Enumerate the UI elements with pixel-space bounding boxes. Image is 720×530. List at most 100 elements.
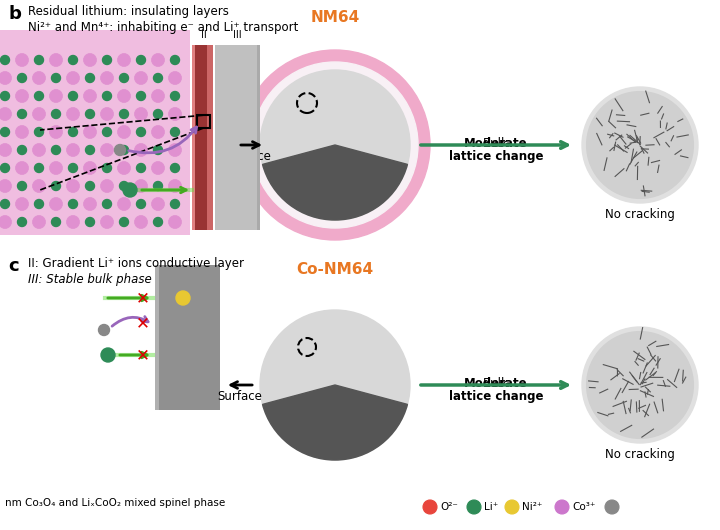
Text: II: Gradient Li⁺ ions conductive layer: II: Gradient Li⁺ ions conductive layer: [28, 257, 244, 270]
Text: c: c: [8, 257, 19, 275]
Circle shape: [101, 144, 114, 156]
Circle shape: [168, 72, 181, 84]
Circle shape: [84, 90, 96, 102]
Circle shape: [17, 181, 27, 190]
Circle shape: [117, 54, 130, 66]
Circle shape: [123, 183, 137, 197]
Circle shape: [101, 108, 114, 120]
Circle shape: [120, 110, 128, 119]
Circle shape: [68, 56, 78, 65]
Text: Bulk: Bulk: [483, 137, 509, 150]
Circle shape: [35, 56, 43, 65]
Circle shape: [50, 126, 63, 138]
Circle shape: [99, 324, 109, 335]
Circle shape: [120, 146, 128, 155]
Circle shape: [101, 348, 115, 362]
Circle shape: [68, 199, 78, 208]
Circle shape: [505, 500, 519, 514]
Circle shape: [137, 128, 145, 137]
Circle shape: [587, 92, 693, 198]
Text: Li⁺: Li⁺: [484, 502, 498, 512]
Text: Co-NM64: Co-NM64: [297, 262, 374, 277]
Text: O²⁻: O²⁻: [440, 502, 458, 512]
Circle shape: [0, 216, 12, 228]
Text: Bulk: Bulk: [483, 377, 509, 390]
Circle shape: [84, 126, 96, 138]
Text: Co³⁺: Co³⁺: [572, 502, 595, 512]
Text: Ni²⁺ and Mn⁴⁺: inhabiting e⁻ and Li⁺ transport: Ni²⁺ and Mn⁴⁺: inhabiting e⁻ and Li⁺ tra…: [28, 21, 298, 34]
Circle shape: [168, 108, 181, 120]
Circle shape: [102, 92, 112, 101]
Circle shape: [240, 50, 430, 240]
Circle shape: [32, 180, 45, 192]
Circle shape: [1, 56, 9, 65]
Circle shape: [0, 144, 12, 156]
Circle shape: [153, 146, 163, 155]
Circle shape: [582, 87, 698, 203]
Circle shape: [66, 72, 79, 84]
Wedge shape: [263, 385, 408, 460]
Circle shape: [151, 54, 164, 66]
Circle shape: [0, 72, 12, 84]
Circle shape: [17, 74, 27, 83]
Circle shape: [153, 110, 163, 119]
Circle shape: [171, 128, 179, 137]
Text: ✕: ✕: [136, 289, 150, 307]
Circle shape: [135, 144, 148, 156]
Circle shape: [101, 216, 114, 228]
Circle shape: [52, 181, 60, 190]
Circle shape: [68, 128, 78, 137]
Circle shape: [168, 180, 181, 192]
Text: Surface: Surface: [217, 390, 262, 403]
Circle shape: [32, 72, 45, 84]
Circle shape: [16, 90, 29, 102]
Circle shape: [17, 146, 27, 155]
Circle shape: [1, 128, 9, 137]
Text: lattice change: lattice change: [449, 150, 544, 163]
Circle shape: [135, 180, 148, 192]
Wedge shape: [263, 145, 408, 220]
Circle shape: [114, 145, 125, 155]
Circle shape: [32, 216, 45, 228]
Circle shape: [35, 92, 43, 101]
Bar: [257, 45, 260, 230]
Circle shape: [117, 90, 130, 102]
Circle shape: [151, 90, 164, 102]
Circle shape: [66, 108, 79, 120]
Circle shape: [102, 56, 112, 65]
Circle shape: [1, 163, 9, 172]
Circle shape: [86, 217, 94, 226]
Circle shape: [120, 181, 128, 190]
Circle shape: [168, 144, 181, 156]
Circle shape: [137, 56, 145, 65]
Circle shape: [101, 180, 114, 192]
Text: Moderate: Moderate: [464, 377, 528, 390]
Circle shape: [137, 199, 145, 208]
Text: Residual lithium: insulating layers: Residual lithium: insulating layers: [28, 5, 229, 18]
Circle shape: [52, 74, 60, 83]
Circle shape: [171, 199, 179, 208]
Circle shape: [137, 163, 145, 172]
Circle shape: [86, 181, 94, 190]
Circle shape: [151, 126, 164, 138]
Text: III: III: [233, 30, 241, 40]
Circle shape: [176, 291, 190, 305]
Circle shape: [0, 180, 12, 192]
Bar: [155, 265, 159, 410]
Text: ✕: ✕: [136, 314, 150, 332]
Text: lattice change: lattice change: [449, 390, 544, 403]
Circle shape: [66, 144, 79, 156]
Circle shape: [171, 163, 179, 172]
Circle shape: [68, 92, 78, 101]
Circle shape: [101, 72, 114, 84]
Circle shape: [35, 163, 43, 172]
Circle shape: [260, 70, 410, 220]
Bar: [192, 45, 196, 230]
Bar: [207, 45, 213, 230]
Circle shape: [555, 500, 569, 514]
Circle shape: [86, 74, 94, 83]
Circle shape: [467, 500, 481, 514]
Circle shape: [84, 54, 96, 66]
Circle shape: [151, 198, 164, 210]
Circle shape: [151, 162, 164, 174]
